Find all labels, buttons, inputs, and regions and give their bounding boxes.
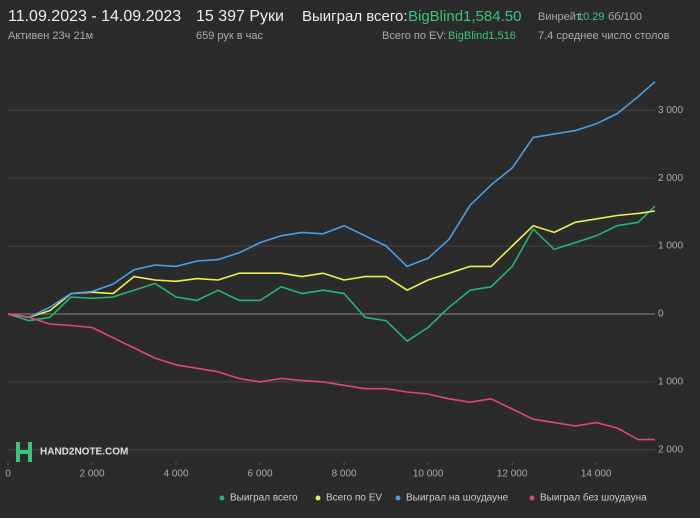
x-tick-label: 14 000 [581,469,612,480]
x-tick-label: 12 000 [497,469,528,480]
tables: 7.4 среднее число столов [538,30,670,42]
logo: HAND2NOTE.COM [16,442,128,462]
legend-label: Всего по EV [326,493,382,504]
x-tick-label: 10 000 [413,469,444,480]
won-value: BigBlind1,584.50 [408,8,521,25]
legend-label: Выиграл на шоудауне [406,493,509,504]
legend-marker [529,495,535,501]
series-line [7,313,655,441]
y-tick-label: 2 000 [658,444,683,455]
active-time: Активен 23ч 21м [8,30,93,42]
legend-label: Выиграл всего [230,493,298,504]
legend-marker [315,495,321,501]
x-tick-label: 8 000 [332,469,357,480]
y-tick-label: 3 000 [658,105,683,116]
series-line [7,81,656,319]
y-tick-label: 0 [658,309,664,320]
hands-per-hour: 659 рук в час [196,30,264,42]
legend-marker [219,495,225,501]
series-line [7,205,656,342]
date-range: 11.09.2023 - 14.09.2023 [8,8,181,25]
y-tick-label: 1 000 [658,377,683,388]
legend-label: Выиграл без шоудауна [540,492,647,504]
series-line [7,210,656,319]
ev-label: Всего по EV: [382,30,446,42]
x-tick-label: 4 000 [164,469,189,480]
won-label: Выиграл всего: [302,8,408,25]
winrate-label: Винрейт: [538,11,584,23]
y-tick-label: 2 000 [658,173,683,184]
x-tick-label: 0 [5,469,11,480]
hands: 15 397 Руки [196,8,284,25]
ev-value: BigBlind1,516 [448,30,516,42]
logo-text: HAND2NOTE.COM [40,447,128,458]
legend-marker [395,495,401,501]
x-tick-label: 2 000 [80,469,105,480]
logo-bar [28,442,32,462]
logo-bar [16,442,20,462]
x-tick-label: 6 000 [248,469,273,480]
winrate-unit: бб/100 [608,11,642,23]
logo-bar [20,450,28,454]
winrate-value: 10.29 [577,11,605,23]
y-tick-label: 1 000 [658,241,683,252]
